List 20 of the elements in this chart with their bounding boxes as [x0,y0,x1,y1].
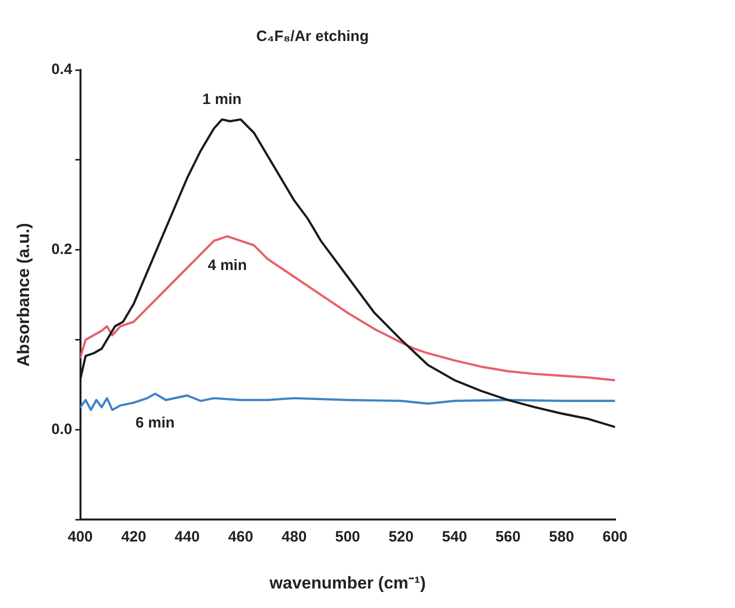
x-tick-label: 440 [174,528,200,546]
y-tick-label: 0.2 [51,240,72,258]
x-tick-label: 500 [335,528,360,546]
x-tick-label: 560 [496,528,521,546]
y-tick-label: 0.4 [51,61,73,78]
series-label: 4 min [208,256,247,274]
x-tick-label: 540 [442,528,468,546]
x-tick-label: 400 [68,528,93,546]
series-label: 1 min [202,91,242,108]
series-label: 6 min [136,414,175,432]
x-tick-label: 420 [121,528,146,546]
x-tick-label: 460 [228,528,254,546]
x-tick-label: 520 [388,528,414,546]
chart-title: C₄F₈/Ar etching [256,28,369,46]
text: 0.0 [51,420,72,438]
x-tick-label: 580 [549,528,574,546]
y-axis-title: Absorbance (a.u.) [14,223,33,367]
x-tick-label: 600 [602,528,628,546]
x-tick-label: 480 [282,528,307,546]
x-axis-title: wavenumber (cm⁻¹) [268,573,426,592]
